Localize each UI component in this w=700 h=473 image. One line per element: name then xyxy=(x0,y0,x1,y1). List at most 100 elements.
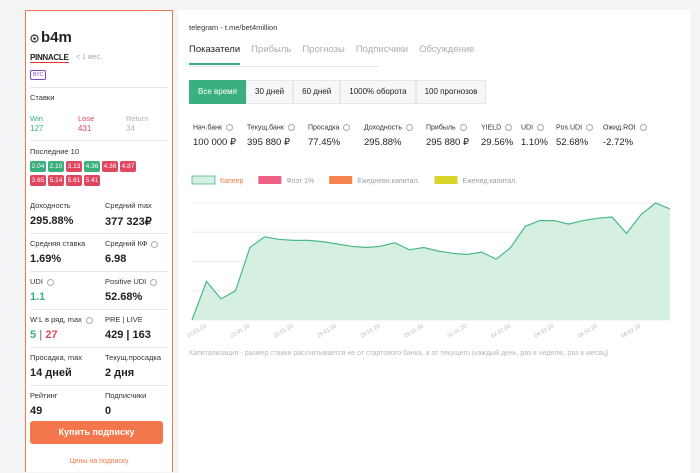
metric-label-text: Pos.UDI xyxy=(556,124,583,132)
stat-label: Подписчики xyxy=(105,391,146,400)
tab[interactable]: Прогнозы xyxy=(302,44,345,55)
profile-name: b4m xyxy=(41,29,72,46)
periods: Все время 30 дней 60 дней 1000% оборота 100 … xyxy=(189,80,487,104)
badge: BYC xyxy=(30,70,47,80)
stat-label-text: Средняя ставка xyxy=(30,239,86,248)
bets-label: Lose xyxy=(78,114,95,123)
info-icon xyxy=(459,124,467,131)
x-tick-label: 04.02.20 xyxy=(534,324,556,340)
stat-label-text: Positive UDI xyxy=(105,277,147,286)
stat-value-part: 2 дня xyxy=(105,367,135,379)
metric-value: 77.45% xyxy=(308,137,341,148)
stat-value-part: 52.68% xyxy=(105,291,143,303)
metric-label: UDI xyxy=(521,124,545,132)
channel-link[interactable]: telegram - t.me/bet4million xyxy=(189,23,278,32)
metric-label-text: Прибыль xyxy=(426,124,456,132)
metric-label-text: Текущ.банк xyxy=(247,124,284,132)
tab[interactable]: Подписчики xyxy=(355,44,409,55)
period-button[interactable]: 100 прогнозов xyxy=(415,80,487,104)
stat-value-part: 49 xyxy=(30,405,43,417)
stat-value: 295.88% xyxy=(30,215,73,227)
metric-label-text: Ожид.ROI xyxy=(603,124,636,132)
stat-label-text: UDI xyxy=(30,277,43,286)
info-icon xyxy=(343,124,351,131)
legend-swatch xyxy=(258,176,282,184)
odds-badge: 5.14 xyxy=(48,175,64,186)
x-tick-label: 02.02.20 xyxy=(490,324,512,340)
metric-label: Pos.UDI xyxy=(556,124,594,132)
period-button[interactable]: 1000% оборота xyxy=(340,80,416,104)
odds-badge: 4.87 xyxy=(120,161,136,172)
stat-label: UDI xyxy=(30,277,54,286)
prices-link[interactable]: Цены на подписку xyxy=(69,458,129,465)
x-tick-label: 08.02.20 xyxy=(620,324,642,340)
metric-value: 52.68% xyxy=(556,137,589,148)
stat-value-part: | xyxy=(36,329,46,341)
stat-label: PRE | LIVE xyxy=(105,315,143,324)
stat-value-part: 295.88% xyxy=(30,215,74,227)
stat-label-text: PRE | LIVE xyxy=(105,315,143,324)
stat-label: Текущ.просадка xyxy=(105,353,161,362)
metric-label: YIELD xyxy=(481,124,513,131)
stat-value: 1.1 xyxy=(30,291,45,303)
area-fill xyxy=(192,203,670,320)
metric-label-text: UDI xyxy=(521,124,534,132)
x-tick-label: 23.01.20 xyxy=(273,324,295,340)
stat-value: 52.68% xyxy=(105,291,142,303)
metric-value: 29.56% xyxy=(481,137,514,148)
separator xyxy=(30,233,168,234)
x-tick-label: 31.01.20 xyxy=(447,324,469,340)
stat-label-text: Средний КФ xyxy=(105,239,148,248)
tab[interactable]: Показатели xyxy=(189,44,241,65)
bets-value: 127 xyxy=(30,124,44,133)
info-icon xyxy=(505,124,513,131)
metric-label: Текущ.банк xyxy=(247,124,295,131)
stat-label-text: Подписчики xyxy=(105,391,147,400)
stat-value: 14 дней xyxy=(30,367,72,379)
info-icon xyxy=(639,124,647,131)
profile-panel: b4m PINNACLE < 1 мес. BYC Ставки Последн… xyxy=(25,10,173,472)
tab[interactable]: Обсуждение xyxy=(419,44,475,55)
metric-value: 395 880 ₽ xyxy=(247,137,291,148)
odds-badge: 5.41 xyxy=(84,175,100,186)
stat-label-text: Просадка, max xyxy=(30,353,82,362)
bookmaker: PINNACLE xyxy=(30,53,69,63)
info-icon xyxy=(226,124,234,131)
stat-label-text: Текущ.просадка xyxy=(105,353,162,362)
metric-label-text: Доходность xyxy=(364,124,402,132)
separator xyxy=(30,309,168,310)
stat-label: Средний КФ xyxy=(105,239,159,248)
legend-label: Каппер xyxy=(220,178,243,185)
info-icon xyxy=(85,316,93,324)
separator xyxy=(30,140,168,141)
odds-badge: 2.10 xyxy=(48,161,64,172)
stat-value: 2 дня xyxy=(105,367,134,379)
info-icon xyxy=(586,124,594,131)
period-button[interactable]: 30 дней xyxy=(246,80,294,104)
info-icon xyxy=(150,278,158,286)
info-icon xyxy=(46,278,54,286)
stat-value: 49 xyxy=(30,405,42,417)
stat-value-part: 429 | 163 xyxy=(105,329,151,341)
profile-age: < 1 мес. xyxy=(76,54,103,61)
odds-badge: 3.65 xyxy=(30,175,46,186)
stat-value-part: 1.1 xyxy=(30,291,46,303)
period-button[interactable]: Все время xyxy=(189,80,246,104)
metric-label: Просадка xyxy=(308,124,351,131)
buy-button[interactable]: Купить подписку xyxy=(30,421,163,444)
stat-value: 429 | 163 xyxy=(105,329,151,341)
stat-value-part: 5 xyxy=(30,329,37,341)
tab[interactable]: Прибыль xyxy=(251,44,292,55)
metric-label-text: Нач.банк xyxy=(193,124,223,132)
x-tick-label: 21.01.20 xyxy=(229,324,251,340)
stat-label-text: W:L в ряд, max xyxy=(30,315,82,324)
stat-label: Доходность xyxy=(30,201,71,210)
period-button[interactable]: 60 дней xyxy=(293,80,341,104)
metric-label: Нач.банк xyxy=(193,124,234,132)
stat-value: 0 xyxy=(105,405,111,417)
stat-label-text: Доходность xyxy=(30,201,71,210)
metric-value: 1.10% xyxy=(521,137,548,148)
metric-label: Ожид.ROI xyxy=(603,124,647,131)
